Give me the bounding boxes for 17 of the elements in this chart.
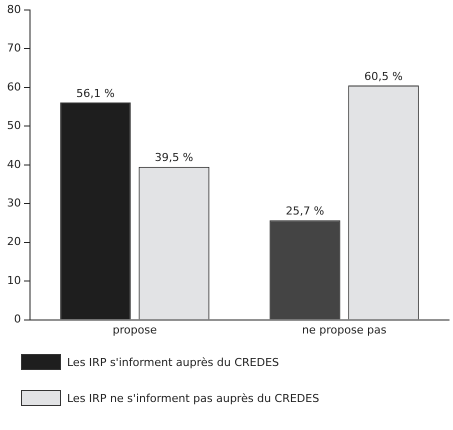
y-tick-label: 0: [14, 312, 21, 326]
y-tick-label: 20: [6, 235, 21, 248]
x-tick-label: propose: [112, 323, 158, 336]
legend-label: Les IRP s'informent auprès du CREDES: [67, 356, 280, 368]
data-label: 39,5 %: [154, 151, 194, 164]
y-tick-label: 80: [6, 2, 21, 16]
y-tick-label: 50: [6, 119, 21, 132]
data-label: 60,5 %: [364, 70, 403, 83]
y-tick-label: 60: [6, 80, 21, 94]
y-tick-label: 30: [6, 196, 21, 210]
x-tick-label: ne propose pas: [302, 323, 387, 336]
legend-label: Les IRP ne s'informent pas auprès du CREDES: [67, 392, 320, 404]
y-tick-label: 40: [6, 158, 21, 171]
y-tick-label: 70: [6, 42, 21, 55]
data-label: 56,1 %: [76, 86, 115, 100]
y-tick-label: 10: [6, 274, 21, 287]
data-label: 25,7 %: [286, 204, 324, 218]
